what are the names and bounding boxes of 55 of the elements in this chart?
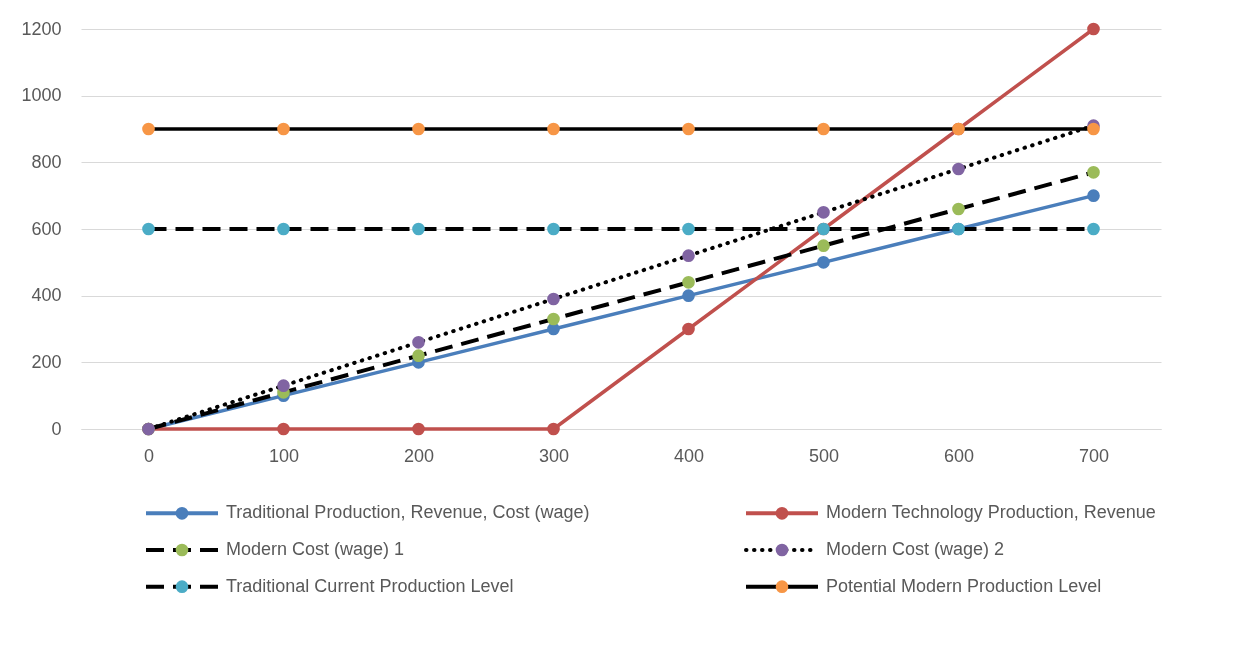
point [277,222,290,236]
point [1087,166,1100,179]
x-tick-label: 700 [1078,445,1110,466]
point [412,122,425,136]
point [412,349,425,362]
y-tick-label: 800 [31,151,62,172]
y-tick-label: 600 [31,218,62,239]
legend-label: Traditional Current Production Level [226,575,514,596]
point [682,222,695,236]
point [817,206,830,219]
point [412,336,425,349]
legend-label: Modern Cost (wage) 2 [826,539,1005,559]
point [547,322,560,336]
point [277,422,290,436]
x-tick-label: 0 [143,445,155,466]
point [547,312,560,326]
point [682,122,695,136]
x-tick-label: 600 [943,445,975,466]
point [817,239,830,252]
point [277,379,290,392]
point [682,249,695,262]
y-tick-label: 200 [31,351,62,372]
point [1087,222,1100,236]
point [412,422,425,436]
y-tick-label: 1200 [21,18,62,39]
point [277,122,290,136]
point [547,422,560,436]
legend-label: Potential Modern Production Level [826,575,1102,596]
y-tick-label: 1000 [21,85,62,106]
point [142,222,155,236]
point [547,222,560,236]
legend-label: Traditional Production, Revenue, Cost (wage) [226,502,590,523]
x-tick-label: 100 [268,445,300,466]
legend-label: Modern Technology Production, Revenue [826,502,1156,523]
point [547,122,560,136]
point [1087,189,1100,202]
point [142,122,155,136]
x-tick-label: 200 [403,445,435,466]
point [682,322,695,336]
point [817,122,830,136]
point [682,289,695,302]
point [952,202,965,216]
x-tick-label: 300 [538,445,570,466]
legend-label: Modern Cost (wage) 1 [226,539,405,559]
x-tick-label: 500 [808,445,840,466]
y-tick-label: 0 [51,418,62,439]
point [817,256,830,269]
point [1087,22,1100,36]
x-tick-label: 400 [673,445,705,466]
point [547,292,560,306]
point [412,222,425,236]
point [1087,122,1100,136]
y-tick-label: 400 [31,285,62,306]
point [952,162,965,176]
point [682,276,695,289]
